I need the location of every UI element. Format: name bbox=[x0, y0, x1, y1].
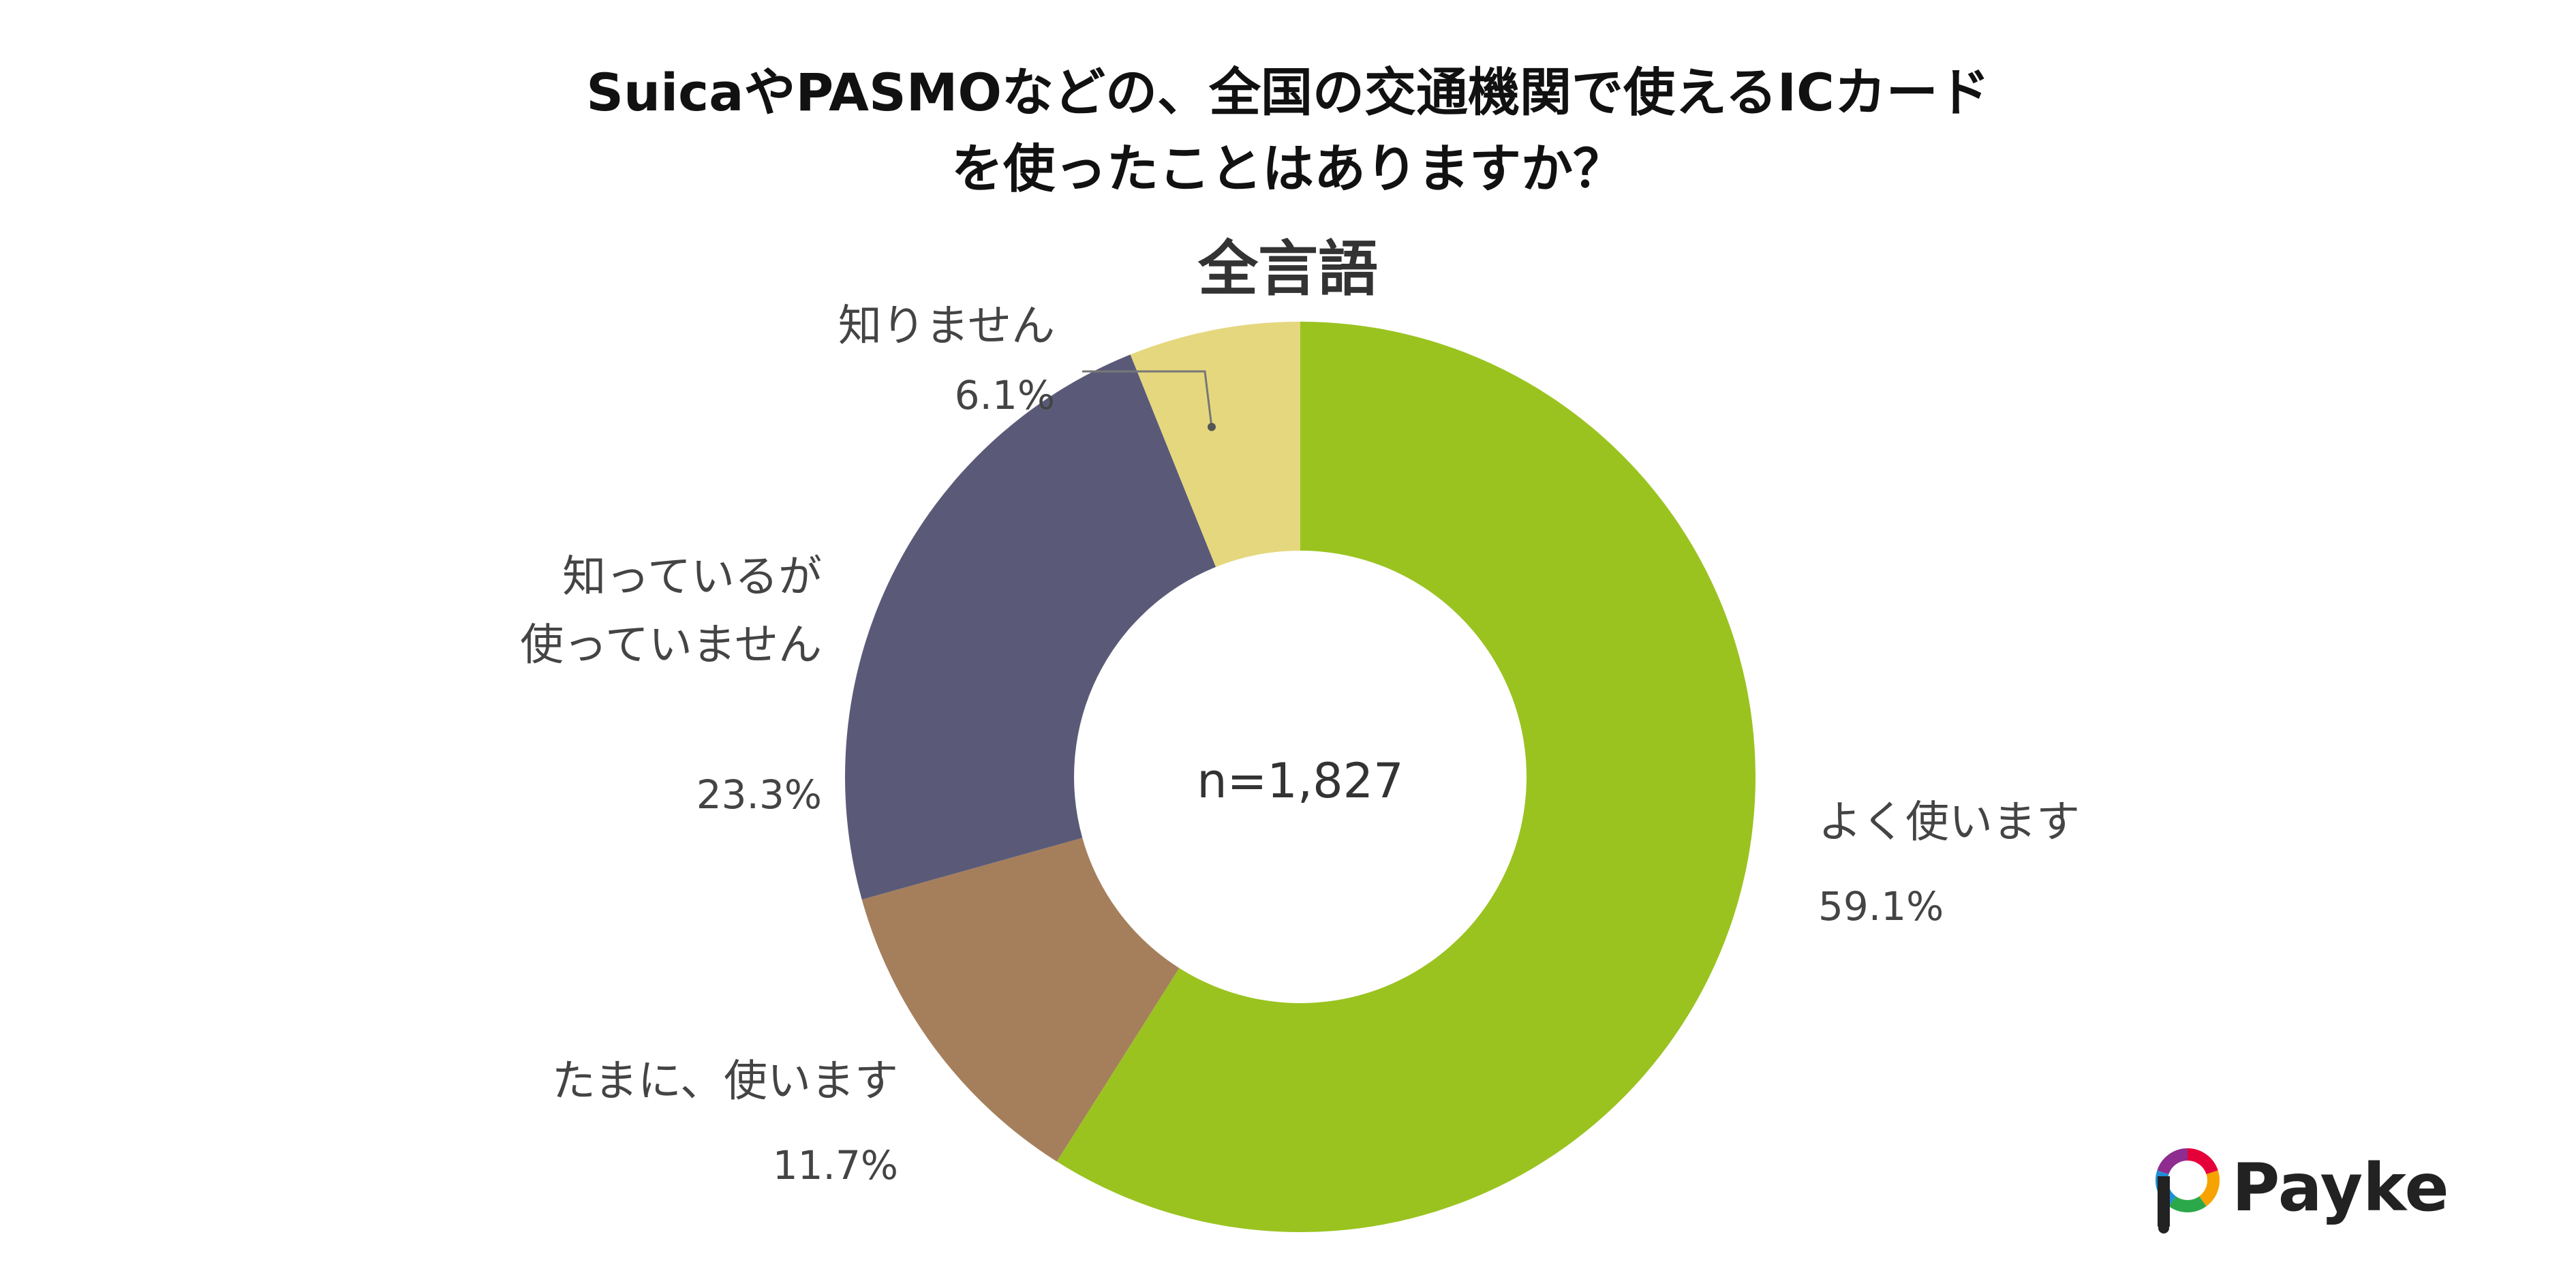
slice-label-3-line-2: 使っていません bbox=[520, 620, 822, 671]
sample-size-label: n=1,827 bbox=[1197, 753, 1403, 809]
donut-slice-2 bbox=[861, 838, 1180, 1162]
slice-value-3: 23.3% bbox=[696, 771, 822, 818]
slice-value-2: 11.7% bbox=[773, 1142, 898, 1189]
slice-value-4: 6.1% bbox=[955, 372, 1055, 418]
logo-ring-segment-3 bbox=[2168, 1196, 2207, 1212]
payke-logo-mark-icon bbox=[2156, 1148, 2220, 1233]
slice-value-1: 59.1% bbox=[1818, 883, 1944, 930]
logo-ring-segment-1 bbox=[2187, 1148, 2218, 1175]
donut-slice-3 bbox=[845, 354, 1216, 900]
chart-title-line-2: を使ったことはありますか？ bbox=[951, 138, 1625, 199]
chart-title-line-1: SuicaやPASMOなどの、全国の交通機関で使えるICカード bbox=[586, 62, 1990, 123]
donut-slice-1 bbox=[1056, 322, 1756, 1232]
donut-slices bbox=[845, 322, 1756, 1232]
donut-slice-4 bbox=[1130, 322, 1300, 567]
slice-label-4-line-1: 知りません bbox=[838, 301, 1055, 352]
payke-logo: Payke bbox=[2147, 1145, 2474, 1233]
payke-logo-text: Payke bbox=[2232, 1150, 2449, 1226]
slice-label-3-line-1: 知っているが bbox=[562, 552, 822, 602]
slice-label-2-line-1: たまに、使います bbox=[552, 1056, 898, 1107]
chart-subtitle: 全言語 bbox=[1197, 234, 1378, 304]
logo-ring-segment-2 bbox=[2198, 1170, 2220, 1207]
logo-ring-segment-5 bbox=[2157, 1148, 2188, 1175]
slice-label-1-line-1: よく使います bbox=[1818, 797, 2080, 848]
leader-dot-slice-4 bbox=[1208, 423, 1216, 431]
leader-line-slice-4 bbox=[1082, 370, 1213, 427]
